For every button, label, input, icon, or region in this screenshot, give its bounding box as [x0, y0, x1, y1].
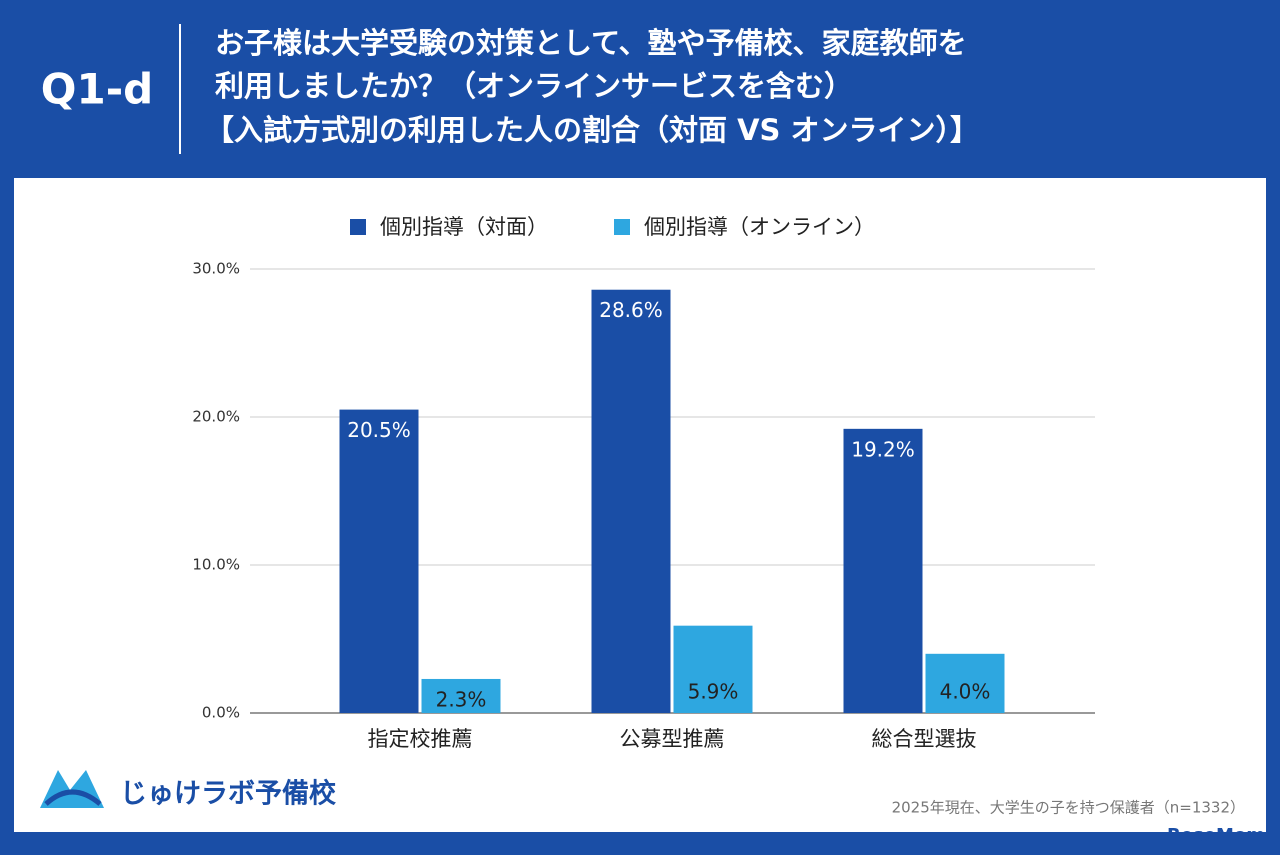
bar [591, 289, 671, 713]
title-line: 利用しましたか？（オンラインサービスを含む） [215, 69, 853, 103]
x-tick-label: 指定校推薦 [368, 727, 473, 751]
plot: 0.0% 10.0% 20.0% 30.0% 個別指導（対面） 個別指導（オンライン） 指定… [192, 215, 1095, 751]
x-tick-label: 総合型選抜 [872, 727, 977, 751]
bar [925, 653, 1005, 713]
value-label: 4.0% [940, 680, 991, 704]
y-tick-label: 30.0% [192, 260, 240, 278]
value-label: 20.5% [347, 418, 411, 442]
sample-note: 2025年現在、大学生の子を持つ保護者（n=1332） [892, 799, 1245, 817]
question-label: Q1-d [41, 65, 153, 114]
value-label: 2.3% [436, 687, 487, 711]
bar [339, 409, 419, 713]
bar [421, 678, 501, 713]
bar [843, 428, 923, 713]
logo-icon [44, 789, 102, 806]
bar [673, 625, 753, 713]
legend-swatch [350, 219, 366, 235]
value-label: 28.6% [599, 298, 663, 322]
y-tick-label: 20.0% [192, 408, 240, 426]
watermark: ReseMom [1167, 825, 1265, 846]
y-tick-label: 10.0% [192, 556, 240, 574]
value-label: 19.2% [851, 437, 915, 461]
brand-logo: じゅけラボ予備校 [40, 770, 336, 810]
y-tick-label: 0.0% [202, 704, 240, 722]
title-line: お子様は大学受験の対策として、塾や予備校、家庭教師を [215, 26, 967, 60]
title-line: 【入試方式別の利用した人の割合（対面 VS オンライン）】 [205, 113, 979, 147]
value-label: 5.9% [688, 680, 739, 704]
legend-label: 個別指導（対面） [380, 215, 548, 239]
legend-label: 個別指導（オンライン） [644, 215, 875, 239]
brand-name: じゅけラボ予備校 [120, 778, 336, 810]
legend-swatch [614, 219, 630, 235]
x-tick-label: 公募型推薦 [620, 727, 725, 751]
